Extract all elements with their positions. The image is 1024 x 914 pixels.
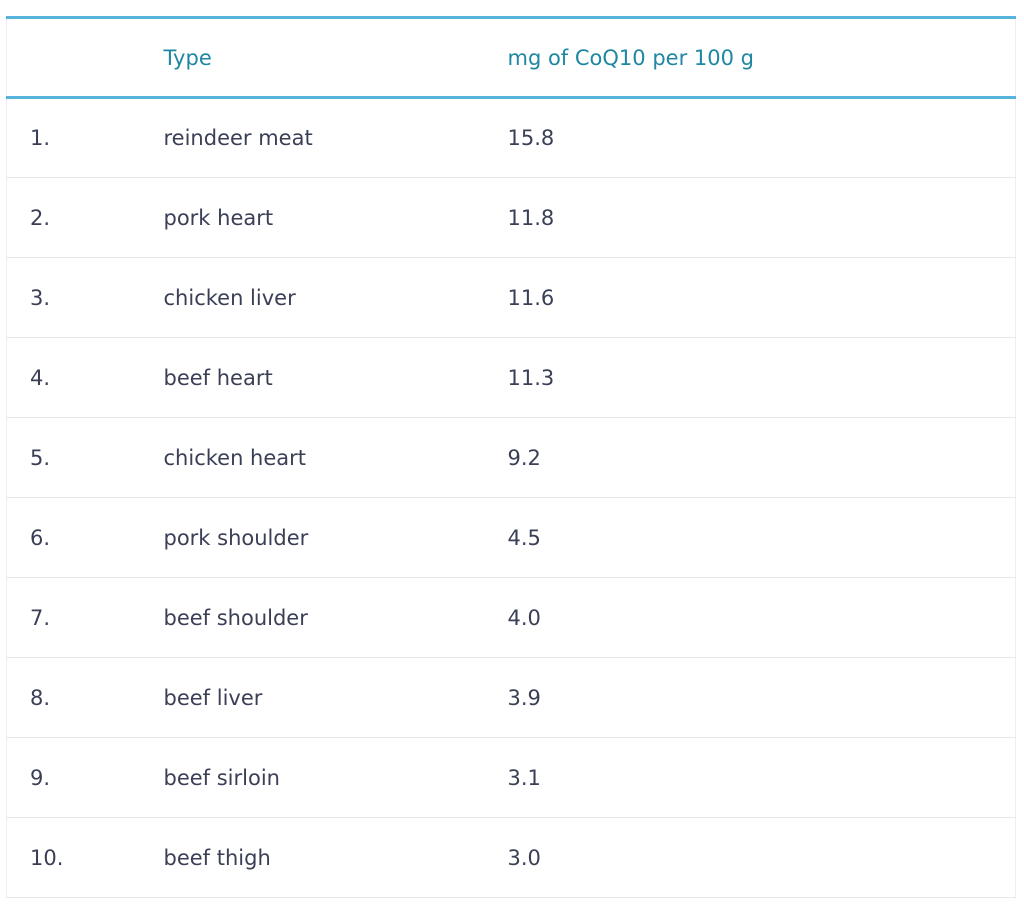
- cell-value: 15.8: [507, 97, 1016, 178]
- cell-type: beef sirloin: [163, 737, 508, 818]
- cell-value: 11.6: [507, 257, 1016, 338]
- cell-rank: 1.: [6, 97, 164, 178]
- header-type: Type: [163, 16, 508, 99]
- cell-type: beef heart: [163, 337, 508, 418]
- cell-value: 11.8: [507, 177, 1016, 258]
- cell-value: 3.0: [507, 817, 1016, 898]
- table-row: 9. beef sirloin 3.1: [6, 737, 1016, 818]
- table-row: 7. beef shoulder 4.0: [6, 577, 1016, 658]
- cell-value: 11.3: [507, 337, 1016, 418]
- coq10-table: Type mg of CoQ10 per 100 g 1. reindeer m…: [6, 16, 1016, 898]
- cell-type: chicken liver: [163, 257, 508, 338]
- cell-value: 3.1: [507, 737, 1016, 818]
- table-row: 2. pork heart 11.8: [6, 177, 1016, 258]
- table-row: 5. chicken heart 9.2: [6, 417, 1016, 498]
- cell-value: 3.9: [507, 657, 1016, 738]
- table-body: 1. reindeer meat 15.8 2. pork heart 11.8…: [6, 97, 1016, 898]
- cell-rank: 7.: [6, 577, 164, 658]
- cell-value: 4.0: [507, 577, 1016, 658]
- cell-rank: 4.: [6, 337, 164, 418]
- cell-rank: 8.: [6, 657, 164, 738]
- header-rank: [6, 16, 164, 99]
- table-row: 4. beef heart 11.3: [6, 337, 1016, 418]
- cell-type: pork shoulder: [163, 497, 508, 578]
- cell-rank: 3.: [6, 257, 164, 338]
- cell-type: pork heart: [163, 177, 508, 258]
- header-row: Type mg of CoQ10 per 100 g: [6, 16, 1016, 99]
- coq10-table-container: Type mg of CoQ10 per 100 g 1. reindeer m…: [6, 16, 1016, 898]
- cell-value: 9.2: [507, 417, 1016, 498]
- cell-rank: 2.: [6, 177, 164, 258]
- table-row: 8. beef liver 3.9: [6, 657, 1016, 738]
- cell-type: beef shoulder: [163, 577, 508, 658]
- cell-rank: 6.: [6, 497, 164, 578]
- header-value: mg of CoQ10 per 100 g: [507, 16, 1016, 99]
- cell-type: beef thigh: [163, 817, 508, 898]
- cell-rank: 10.: [6, 817, 164, 898]
- table-row: 6. pork shoulder 4.5: [6, 497, 1016, 578]
- cell-value: 4.5: [507, 497, 1016, 578]
- table-header: Type mg of CoQ10 per 100 g: [6, 16, 1016, 99]
- cell-rank: 5.: [6, 417, 164, 498]
- cell-rank: 9.: [6, 737, 164, 818]
- table-row: 10. beef thigh 3.0: [6, 817, 1016, 898]
- cell-type: beef liver: [163, 657, 508, 738]
- table-row: 1. reindeer meat 15.8: [6, 97, 1016, 178]
- table-row: 3. chicken liver 11.6: [6, 257, 1016, 338]
- cell-type: chicken heart: [163, 417, 508, 498]
- cell-type: reindeer meat: [163, 97, 508, 178]
